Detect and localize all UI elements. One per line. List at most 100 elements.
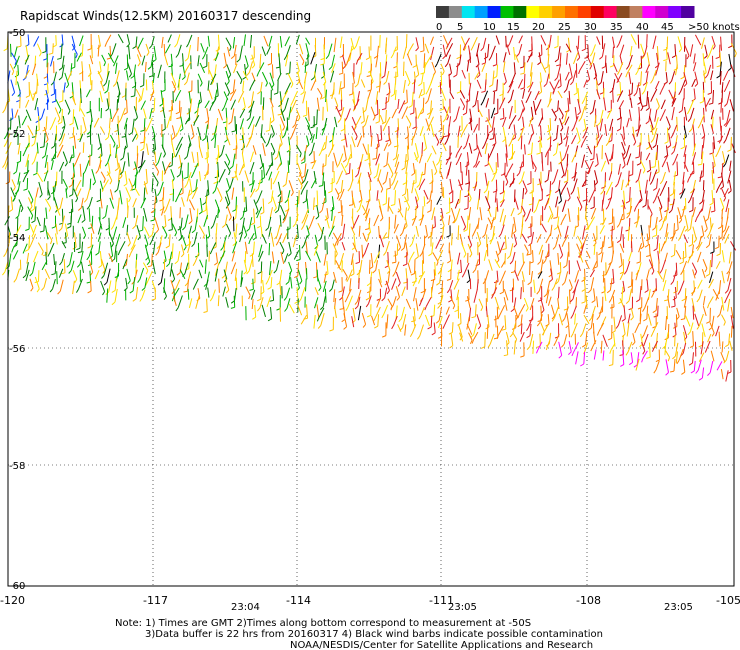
wind-barb	[559, 73, 562, 87]
wind-barb	[619, 298, 625, 308]
wind-barb	[451, 322, 454, 333]
wind-barb	[388, 223, 390, 238]
wind-barb-tick	[619, 271, 624, 275]
wind-barb	[530, 271, 533, 283]
wind-barb-tick	[442, 324, 446, 329]
wind-barb	[550, 268, 553, 280]
wind-barb	[324, 190, 327, 202]
wind-barb	[107, 162, 111, 174]
wind-barb	[296, 109, 301, 118]
wind-barb	[385, 43, 387, 55]
wind-barb	[466, 296, 471, 309]
wind-barb	[34, 206, 37, 221]
wind-barb	[82, 116, 87, 131]
wind-barb-tick	[465, 182, 470, 185]
wind-barb-tick	[318, 151, 322, 156]
wind-barb	[184, 117, 190, 125]
colorbar-label: 15	[507, 22, 520, 33]
wind-barb	[176, 143, 183, 154]
wind-barb-tick	[355, 136, 358, 141]
wind-barb	[386, 314, 389, 329]
wind-barb-tick	[184, 282, 189, 287]
wind-barb	[596, 124, 600, 137]
wind-barb-tick	[31, 161, 35, 165]
wind-barb	[72, 145, 75, 158]
wind-barb-tick	[381, 297, 385, 302]
wind-barb-tick	[281, 250, 285, 255]
wind-barb	[323, 181, 326, 196]
wind-barb	[297, 262, 300, 276]
wind-barb	[194, 252, 200, 263]
wind-barb	[585, 331, 588, 345]
wind-barb	[466, 323, 473, 335]
wind-barb	[266, 46, 271, 55]
wind-barb-tick	[492, 64, 497, 67]
wind-barb-tick	[239, 216, 244, 220]
wind-barb	[267, 216, 272, 228]
wind-barb	[217, 34, 220, 50]
wind-barb-tick	[86, 131, 91, 135]
wind-barb	[422, 36, 425, 51]
wind-barb	[730, 306, 734, 319]
wind-barb-tick	[693, 239, 697, 243]
wind-barb	[467, 181, 470, 196]
wind-barb	[701, 37, 705, 49]
wind-barb	[582, 323, 587, 334]
wind-barb-tick	[678, 48, 682, 53]
wind-barb	[384, 61, 388, 76]
wind-barb-tick	[688, 362, 693, 366]
wind-barb	[262, 198, 265, 213]
wind-barb	[355, 115, 362, 127]
wind-barb-tick	[221, 275, 226, 279]
wind-barb	[610, 151, 614, 162]
wind-barb	[296, 224, 299, 239]
wind-barb	[53, 81, 55, 94]
wind-barb-tick	[118, 118, 122, 123]
wind-barb-tick	[419, 253, 423, 257]
wind-barb-tick	[301, 219, 305, 224]
wind-barb	[146, 143, 149, 155]
wind-barb	[468, 207, 472, 221]
wind-barb	[621, 179, 624, 191]
wind-barb	[249, 161, 255, 175]
wind-barb	[72, 280, 75, 295]
wind-barb-tick	[641, 358, 644, 363]
wind-barb	[125, 253, 128, 265]
wind-barb-tick	[659, 90, 662, 95]
wind-barb-tick	[58, 142, 62, 147]
wind-barb-tick	[231, 130, 236, 133]
wind-barb	[489, 144, 496, 156]
wind-barb-tick	[148, 234, 153, 238]
wind-barb	[433, 269, 436, 280]
wind-barb	[440, 88, 447, 101]
wind-barb	[15, 268, 20, 280]
wind-barb	[171, 63, 173, 77]
wind-barb-tick	[273, 207, 277, 212]
wind-barb-tick	[633, 207, 637, 212]
wind-barb	[109, 242, 114, 257]
wind-barb-tick	[589, 158, 594, 161]
wind-barb-tick	[652, 234, 657, 238]
wind-barb	[288, 241, 292, 254]
wind-barb-tick	[156, 171, 160, 176]
wind-barb	[150, 53, 154, 67]
wind-barb	[124, 170, 128, 184]
wind-barb	[36, 216, 41, 227]
wind-barb-tick	[671, 55, 676, 59]
wind-barb	[162, 187, 165, 200]
wind-barb	[652, 35, 657, 50]
wind-barb	[179, 262, 182, 273]
wind-barb	[622, 199, 626, 210]
wind-barb-tick	[310, 126, 315, 129]
wind-barb-tick	[444, 63, 449, 68]
wind-barb	[306, 198, 309, 214]
wind-barb	[259, 53, 262, 69]
wind-barb	[449, 91, 455, 100]
wind-barb-tick	[722, 163, 727, 168]
wind-barb	[55, 35, 57, 46]
wind-barb	[583, 304, 587, 314]
wind-barb	[120, 107, 126, 120]
wind-barb	[162, 287, 167, 297]
wind-barb	[342, 223, 346, 239]
wind-barb-tick	[710, 210, 716, 213]
